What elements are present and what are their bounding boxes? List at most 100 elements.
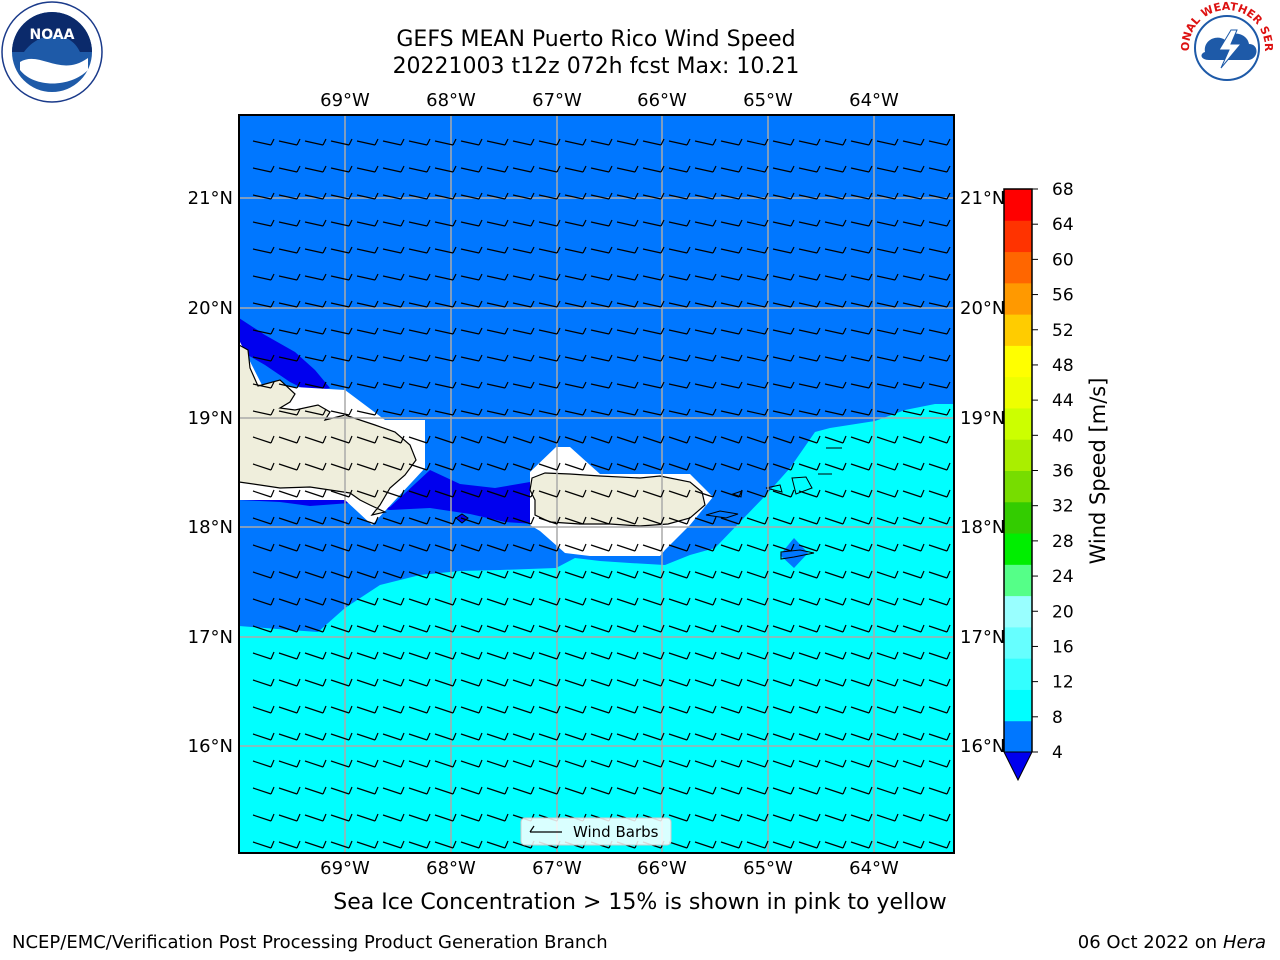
wind-barb [928, 408, 951, 416]
wind-barb [278, 516, 301, 525]
wind-barb [642, 435, 665, 444]
wind-barb [460, 435, 483, 444]
wind-barbs [252, 138, 951, 849]
wind-barb [772, 327, 795, 335]
wind-barb [824, 462, 847, 471]
wind-barb [876, 354, 899, 362]
wind-barb [434, 327, 457, 335]
wind-barb [616, 246, 639, 254]
wind-barb [902, 138, 925, 146]
wind-barb [460, 381, 483, 389]
wind-barb [928, 273, 951, 281]
wind-barb [720, 570, 743, 579]
wind-barb [382, 219, 405, 227]
wind-barb [850, 219, 873, 227]
wind-barb [668, 651, 691, 660]
wind-barb [902, 192, 925, 200]
wind-barb [304, 786, 327, 795]
wind-barb [330, 381, 353, 389]
lat-label-right: 16°N [960, 736, 1005, 757]
wind-barb [486, 597, 509, 606]
wind-barb [694, 354, 717, 362]
wind-barb [798, 597, 821, 606]
wind-barb [590, 570, 613, 579]
wind-barb [928, 219, 951, 227]
wind-barb [876, 570, 899, 579]
wind-barb [772, 300, 795, 308]
wind-barb [850, 300, 873, 308]
wind-barb [486, 786, 509, 795]
wind-barb [876, 246, 899, 254]
wind-barb [928, 570, 951, 579]
wind-barb [460, 624, 483, 633]
wind-barb [902, 381, 925, 389]
colorbar-tick-label: 60 [1052, 250, 1074, 270]
wind-barb [616, 435, 639, 444]
wind-barb [746, 543, 769, 552]
wind-barb [850, 408, 873, 416]
wind-barb [642, 624, 665, 633]
wind-barb [278, 462, 301, 471]
wind-barb [538, 597, 561, 606]
wind-barb [850, 138, 873, 146]
wind-barb [486, 543, 509, 552]
wind-barb [330, 435, 353, 444]
wind-barb [434, 624, 457, 633]
wind-barb [876, 678, 899, 687]
wind-barb [434, 273, 457, 281]
wind-barb [356, 192, 379, 200]
wind-barb [564, 489, 587, 498]
wind-barb [278, 138, 301, 146]
wind-barb [252, 138, 275, 146]
wind-barb [928, 300, 951, 308]
wind-barb [382, 678, 405, 687]
wind-barb [252, 354, 275, 362]
wind-barb [460, 705, 483, 714]
wind-barb [850, 489, 873, 498]
wind-barb [304, 651, 327, 660]
lon-label-bottom: 64°W [849, 858, 899, 879]
wind-barb [278, 813, 301, 822]
wind-barb [824, 300, 847, 308]
wind-barb [330, 165, 353, 173]
wind-barb [356, 705, 379, 714]
wind-barb [850, 786, 873, 795]
wind-barb [356, 840, 379, 849]
wind-barb [720, 516, 743, 525]
wind-barb [252, 786, 275, 795]
wind-barb [642, 678, 665, 687]
land-virgin-islands [765, 447, 842, 495]
wind-barb [876, 300, 899, 308]
wind-barb [928, 786, 951, 795]
wind-barb [694, 408, 717, 416]
wind-barb [694, 165, 717, 173]
wind-barb [408, 786, 431, 795]
wind-barb [902, 732, 925, 741]
wind-barb [564, 219, 587, 227]
wind-barb [434, 219, 457, 227]
wind-barb [564, 462, 587, 471]
wind-barb [928, 435, 951, 444]
wind-barb [720, 462, 743, 471]
wind-barb [798, 732, 821, 741]
wind-barb [408, 678, 431, 687]
lon-label-top: 65°W [743, 90, 793, 111]
wind-barb [278, 246, 301, 254]
wind-barb [460, 516, 483, 525]
wind-barb [902, 813, 925, 822]
wind-barb [564, 732, 587, 741]
wind-barb [434, 705, 457, 714]
wind-barb [850, 462, 873, 471]
wind-barb [486, 489, 509, 498]
wind-barb [798, 759, 821, 768]
wind-barb [278, 381, 301, 389]
wind-barb [304, 705, 327, 714]
wind-barb [902, 246, 925, 254]
colorbar-segment [1004, 189, 1032, 221]
wind-barb [512, 705, 535, 714]
wind-barb [382, 192, 405, 200]
wind-barb [642, 246, 665, 254]
wind-barb [408, 516, 431, 525]
wind-barb [278, 624, 301, 633]
wind-barb [798, 246, 821, 254]
